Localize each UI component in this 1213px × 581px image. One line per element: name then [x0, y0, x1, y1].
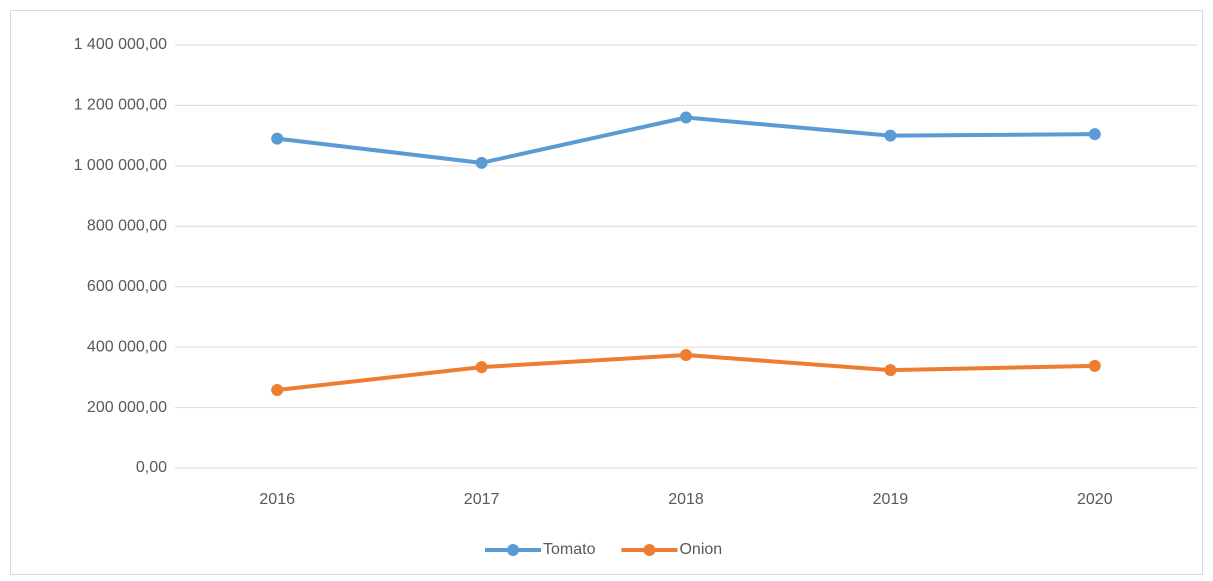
point [680, 111, 692, 124]
legend-label: Tomato [543, 541, 596, 558]
point [271, 384, 284, 397]
x-tick-label: 2020 [1077, 491, 1113, 508]
legend-marker [643, 544, 656, 556]
y-tick-label: 400 000,00 [87, 338, 167, 355]
chart-frame [10, 10, 1203, 575]
y-tick-label: 800 000,00 [87, 218, 167, 235]
y-tick-label: 1 400 000,00 [74, 36, 168, 53]
x-tick-label: 2018 [668, 491, 704, 508]
y-tick-label: 1 000 000,00 [74, 157, 168, 174]
y-tick-label: 200 000,00 [87, 399, 167, 416]
point [475, 156, 488, 169]
x-tick-label: 2016 [259, 491, 295, 508]
point [884, 364, 897, 377]
y-tick-label: 1 200 000,00 [74, 97, 168, 114]
legend-label: Onion [679, 541, 722, 558]
point [271, 132, 284, 145]
point [1088, 128, 1101, 141]
x-tick-label: 2019 [873, 491, 909, 508]
y-tick-label: 0,00 [136, 459, 167, 476]
legend-marker [507, 544, 519, 556]
x-tick-label: 2017 [464, 491, 500, 508]
point [475, 361, 488, 374]
point [1088, 359, 1101, 372]
point [884, 129, 897, 142]
point [680, 348, 692, 361]
y-tick-label: 600 000,00 [87, 278, 167, 295]
